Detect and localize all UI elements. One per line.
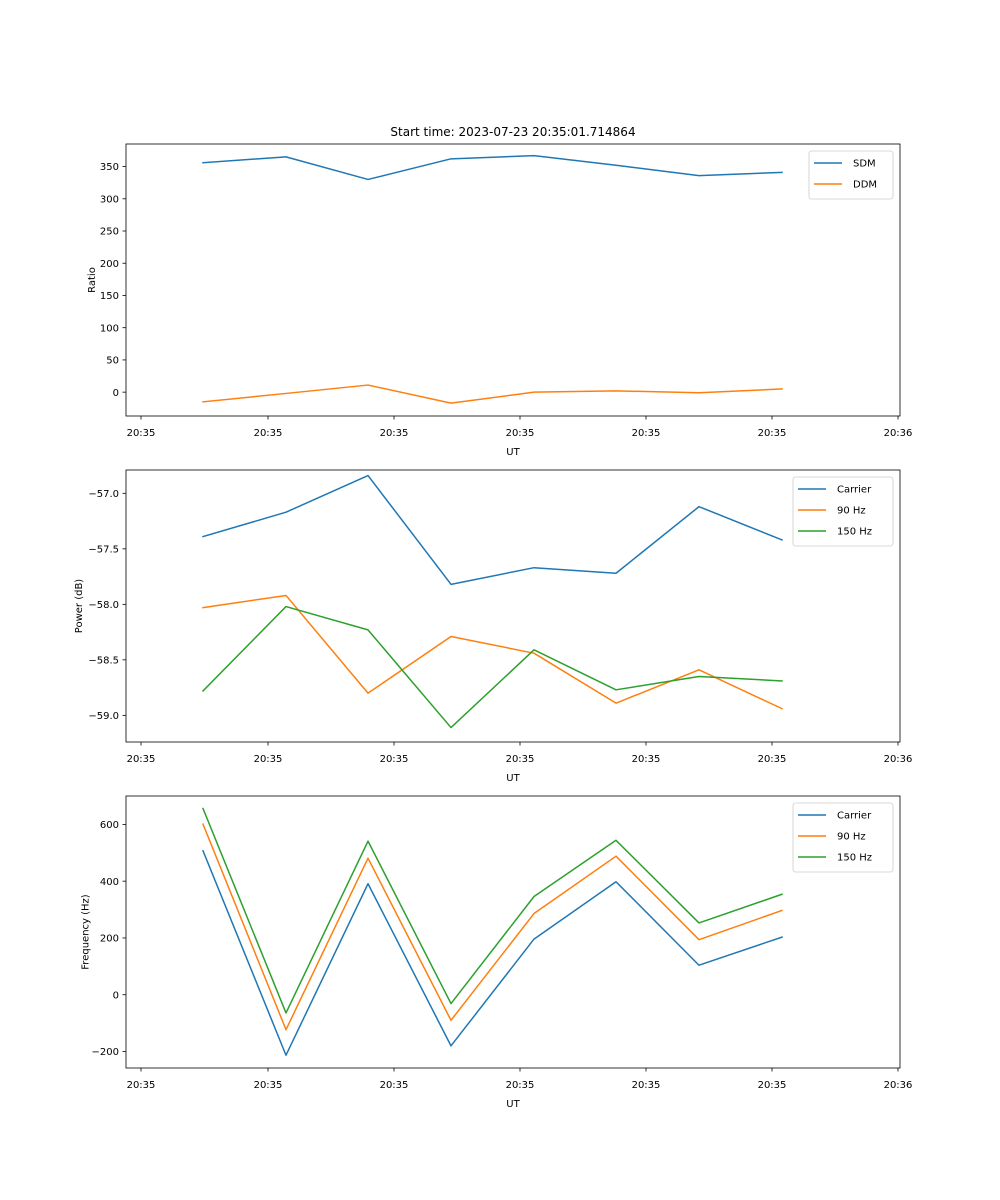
y-axis-label: Power (dB) <box>74 579 85 634</box>
series-line-150-hz <box>202 807 783 1014</box>
x-tick-label: 20:35 <box>127 754 156 765</box>
y-tick-label: −58.5 <box>88 655 119 666</box>
y-tick-label: −59.0 <box>88 711 119 722</box>
axes-frame <box>125 469 901 743</box>
y-tick-label: 150 <box>100 291 119 302</box>
x-tick-label: 20:36 <box>884 428 913 439</box>
y-tick-label: 350 <box>100 162 119 173</box>
x-tick-label: 20:35 <box>632 1080 661 1091</box>
y-tick-label: 400 <box>100 877 119 888</box>
y-axis-label: Frequency (Hz) <box>80 894 91 970</box>
series-line-carrier <box>202 474 783 586</box>
legend-label: 150 Hz <box>837 527 872 538</box>
y-tick-label: −57.5 <box>88 544 119 555</box>
x-tick-label: 20:35 <box>758 754 787 765</box>
y-tick-label: 300 <box>100 194 119 205</box>
series-line-90-hz <box>202 823 783 1031</box>
x-tick-label: 20:35 <box>506 1080 535 1091</box>
legend-label: SDM <box>853 159 876 170</box>
y-tick-label: 100 <box>100 323 119 334</box>
y-tick-label: 200 <box>100 259 119 270</box>
y-tick-label: 200 <box>100 934 119 945</box>
legend-label: 90 Hz <box>837 506 866 517</box>
y-tick-label: −57.0 <box>88 489 119 500</box>
legend-box <box>792 802 894 873</box>
y-tick-label: 600 <box>100 820 119 831</box>
series-line-carrier <box>202 849 783 1056</box>
y-axis-label: Ratio <box>87 267 98 293</box>
x-tick-label: 20:35 <box>380 428 409 439</box>
x-axis-label: UT <box>506 773 520 784</box>
x-tick-label: 20:35 <box>254 428 283 439</box>
x-tick-label: 20:35 <box>254 1080 283 1091</box>
chart-3: 20:35 20:35 20:35 20:35 20:35 20:35 20:36 UT −20… <box>80 795 913 1110</box>
x-axis-label: UT <box>506 1099 520 1110</box>
legend: SDM DDM <box>808 150 894 200</box>
x-tick-label: 20:35 <box>380 754 409 765</box>
y-tick-label: −200 <box>92 1047 119 1058</box>
legend-label: 90 Hz <box>837 832 866 843</box>
y-tick-label: 0 <box>113 990 119 1001</box>
series-line-sdm <box>202 154 783 181</box>
legend-box <box>792 476 894 547</box>
legend-label: 150 Hz <box>837 853 872 864</box>
legend: Carrier 90 Hz 150 Hz <box>792 802 894 873</box>
x-tick-label: 20:35 <box>127 428 156 439</box>
x-tick-label: 20:35 <box>254 754 283 765</box>
axes-frame <box>125 795 901 1069</box>
y-tick-label: 250 <box>100 227 119 238</box>
y-tick-label: 50 <box>106 356 119 367</box>
chart-2: 20:35 20:35 20:35 20:35 20:35 20:35 20:36 UT −59… <box>74 469 913 784</box>
x-axis-label: UT <box>506 447 520 458</box>
legend: Carrier 90 Hz 150 Hz <box>792 476 894 547</box>
series-line-90-hz <box>202 594 783 710</box>
chart-title: Start time: 2023-07-23 20:35:01.714864 <box>390 125 635 139</box>
series-line-150-hz <box>201 605 783 729</box>
legend-label: Carrier <box>837 811 872 822</box>
legend-label: Carrier <box>837 485 872 496</box>
x-tick-label: 20:35 <box>632 754 661 765</box>
x-tick-label: 20:36 <box>884 754 913 765</box>
legend-box <box>808 150 894 200</box>
y-tick-label: −58.0 <box>88 600 119 611</box>
axes-frame <box>125 143 901 417</box>
x-tick-label: 20:36 <box>884 1080 913 1091</box>
series-line-ddm <box>202 384 783 404</box>
x-tick-label: 20:35 <box>758 1080 787 1091</box>
x-tick-label: 20:35 <box>632 428 661 439</box>
x-tick-label: 20:35 <box>506 754 535 765</box>
chart-1: Start time: 2023-07-23 20:35:01.714864 20… <box>87 125 913 458</box>
y-tick-label: 0 <box>113 388 119 399</box>
legend-label: DDM <box>853 180 877 191</box>
x-tick-label: 20:35 <box>506 428 535 439</box>
x-tick-label: 20:35 <box>380 1080 409 1091</box>
x-tick-label: 20:35 <box>127 1080 156 1091</box>
x-tick-label: 20:35 <box>758 428 787 439</box>
